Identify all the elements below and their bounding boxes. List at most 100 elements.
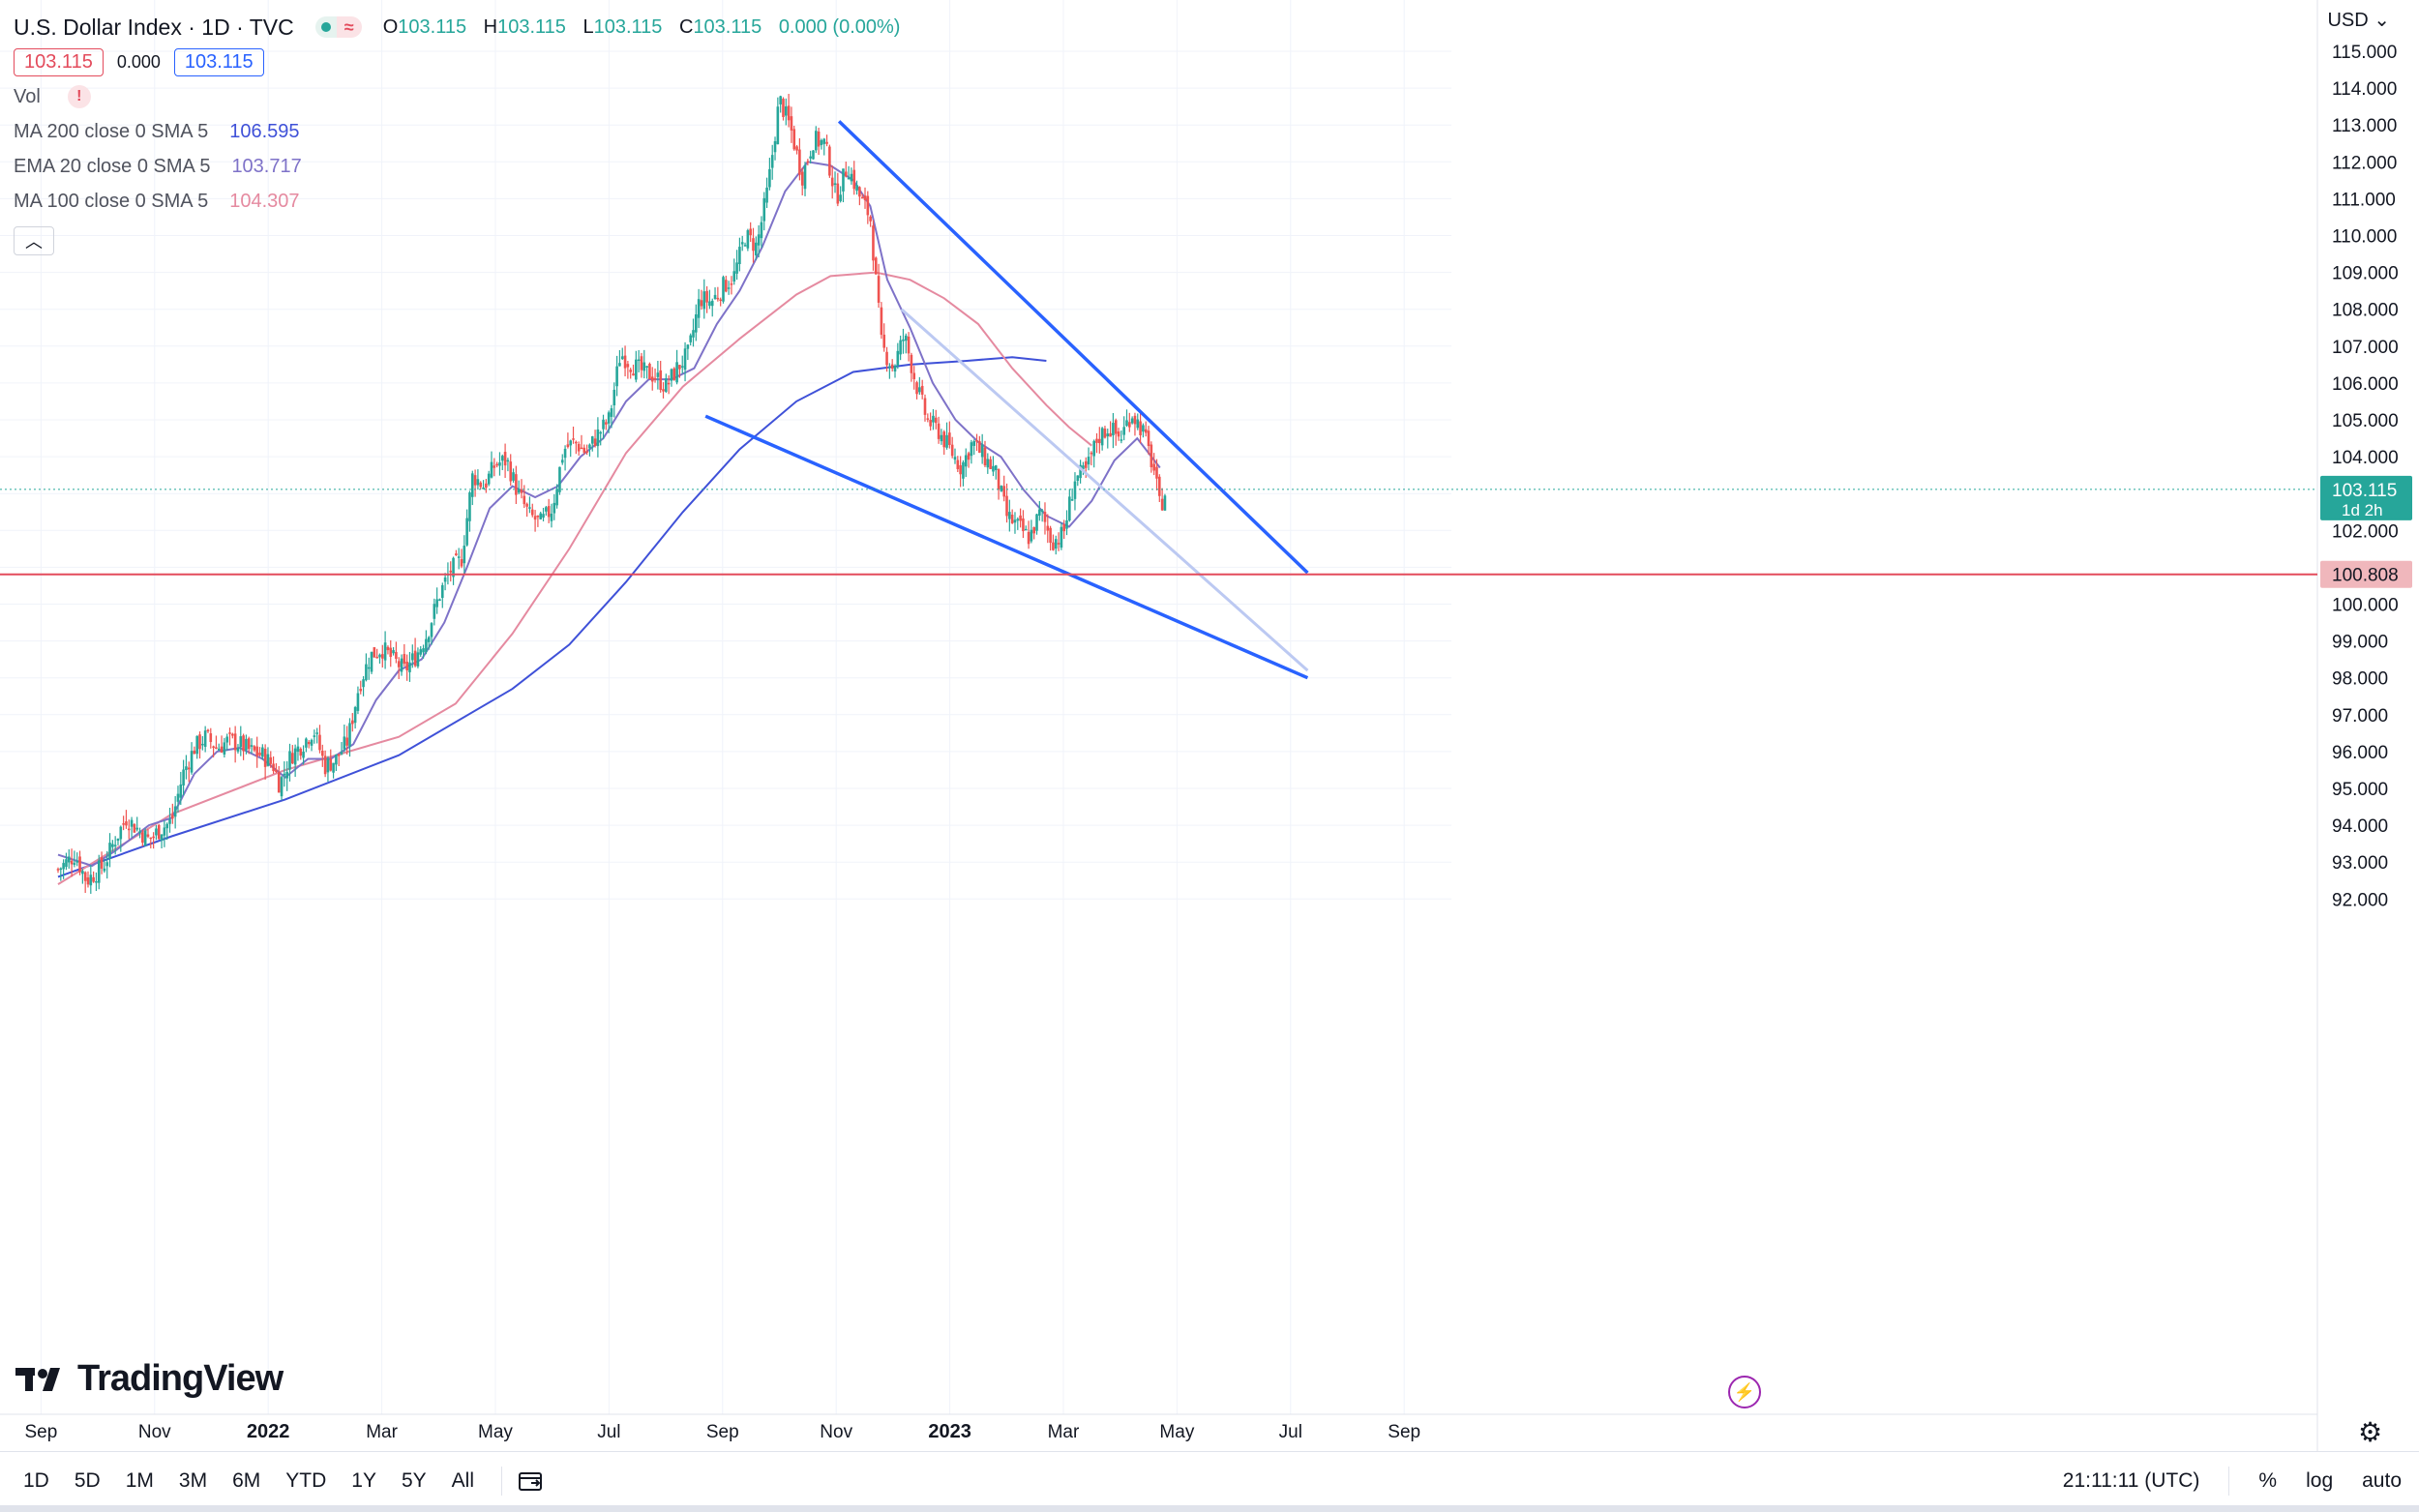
candle: [902, 339, 905, 341]
candle: [555, 489, 558, 506]
symbol-title[interactable]: U.S. Dollar Index · 1D · TVC: [14, 14, 294, 40]
indicator-ma100[interactable]: MA 100 close 0 SMA 5 104.307: [14, 190, 300, 212]
gear-icon[interactable]: ⚙: [2358, 1417, 2383, 1447]
candle: [533, 516, 537, 520]
candle: [765, 187, 768, 203]
candle: [599, 431, 603, 434]
price-tick: 93.000: [2332, 853, 2388, 874]
candle: [419, 649, 423, 655]
candle: [321, 751, 324, 756]
candle: [310, 739, 314, 746]
candle: [329, 758, 333, 771]
candle: [383, 642, 387, 661]
auto-toggle[interactable]: auto: [2362, 1469, 2402, 1492]
date-range-icon[interactable]: [518, 1469, 545, 1493]
range-1y[interactable]: 1Y: [351, 1469, 376, 1492]
candle: [683, 348, 687, 371]
candle: [743, 245, 747, 247]
candle: [992, 465, 995, 472]
range-ytd[interactable]: YTD: [285, 1469, 327, 1492]
candle: [790, 116, 793, 131]
candle: [770, 155, 774, 168]
warning-icon[interactable]: !: [67, 85, 91, 108]
candle: [485, 483, 488, 489]
candle: [686, 344, 690, 349]
candle: [433, 604, 436, 619]
candle: [307, 741, 311, 745]
candle: [888, 366, 891, 369]
candle: [740, 242, 744, 245]
market-status-badge[interactable]: ≈: [314, 16, 362, 38]
candle: [817, 131, 821, 147]
price-chart[interactable]: 92.000 93.000 94.000 95.000 96.000 97.000 98.0…: [0, 0, 2419, 1451]
candle: [920, 385, 924, 395]
candle: [62, 863, 65, 870]
candle: [590, 436, 594, 444]
candle: [1000, 486, 1003, 491]
bottom-toolbar: 1D 5D 1M 3M 6M YTD 1Y 5Y All 21:11:11 (U…: [0, 1451, 2419, 1510]
range-5d[interactable]: 5D: [74, 1469, 101, 1492]
candle: [438, 599, 441, 601]
candle: [296, 746, 300, 753]
candle: [498, 462, 501, 466]
bottom-strip: [0, 1505, 2419, 1512]
candle: [70, 860, 74, 865]
clock-time[interactable]: 21:11:11 (UTC): [2062, 1469, 2200, 1492]
candle: [1128, 422, 1131, 428]
candle: [500, 456, 504, 461]
lightning-icon[interactable]: ⚡: [1728, 1376, 1761, 1408]
price-tick: 113.000: [2332, 116, 2397, 136]
candle: [994, 465, 998, 470]
candle: [1010, 515, 1014, 523]
candle: [345, 737, 348, 746]
volume-indicator[interactable]: Vol !: [14, 79, 900, 114]
range-5y[interactable]: 5Y: [401, 1469, 427, 1492]
range-6m[interactable]: 6M: [232, 1469, 261, 1492]
range-1m[interactable]: 1M: [125, 1469, 154, 1492]
candle: [1032, 526, 1036, 534]
indicator-ema20[interactable]: EMA 20 close 0 SMA 5 103.717: [14, 155, 302, 177]
candle: [503, 452, 507, 466]
candle: [607, 412, 611, 424]
candle: [923, 398, 927, 415]
candle: [800, 171, 804, 186]
bid-price-box[interactable]: 103.115: [14, 47, 104, 76]
tradingview-logo[interactable]: TradingView: [15, 1358, 284, 1400]
candle: [528, 507, 531, 509]
candle: [648, 364, 651, 379]
candle: [337, 754, 341, 756]
ask-price-box[interactable]: 103.115: [173, 47, 264, 76]
candle: [228, 732, 231, 734]
candle: [708, 301, 711, 307]
candle: [122, 823, 125, 825]
candle: [291, 753, 294, 764]
candle: [626, 364, 630, 368]
price-tick: 110.000: [2332, 227, 2397, 248]
candle: [623, 355, 627, 369]
percent-toggle[interactable]: %: [2258, 1469, 2278, 1492]
candle: [1022, 518, 1025, 532]
range-3m[interactable]: 3M: [178, 1469, 208, 1492]
candle: [787, 105, 791, 121]
candle: [820, 139, 823, 145]
collapse-legend-button[interactable]: ︿: [14, 226, 54, 255]
range-1d[interactable]: 1D: [23, 1469, 49, 1492]
candle: [135, 827, 139, 830]
candle: [1125, 420, 1128, 427]
range-all[interactable]: All: [451, 1469, 474, 1492]
candle: [525, 503, 528, 507]
candle: [233, 733, 237, 751]
candle: [138, 831, 141, 833]
currency-selector[interactable]: USD ⌄: [2327, 10, 2390, 31]
log-toggle[interactable]: log: [2306, 1469, 2334, 1492]
candle: [566, 444, 570, 448]
candle: [665, 378, 668, 392]
price-tick: 100.000: [2332, 596, 2399, 616]
price-tick: 99.000: [2332, 633, 2388, 653]
upper-trendline: [837, 120, 1309, 575]
indicator-ma200[interactable]: MA 200 close 0 SMA 5 106.595: [14, 120, 300, 142]
candle: [1100, 428, 1104, 446]
candle: [860, 196, 864, 199]
candle: [449, 570, 453, 573]
candle: [855, 185, 858, 192]
